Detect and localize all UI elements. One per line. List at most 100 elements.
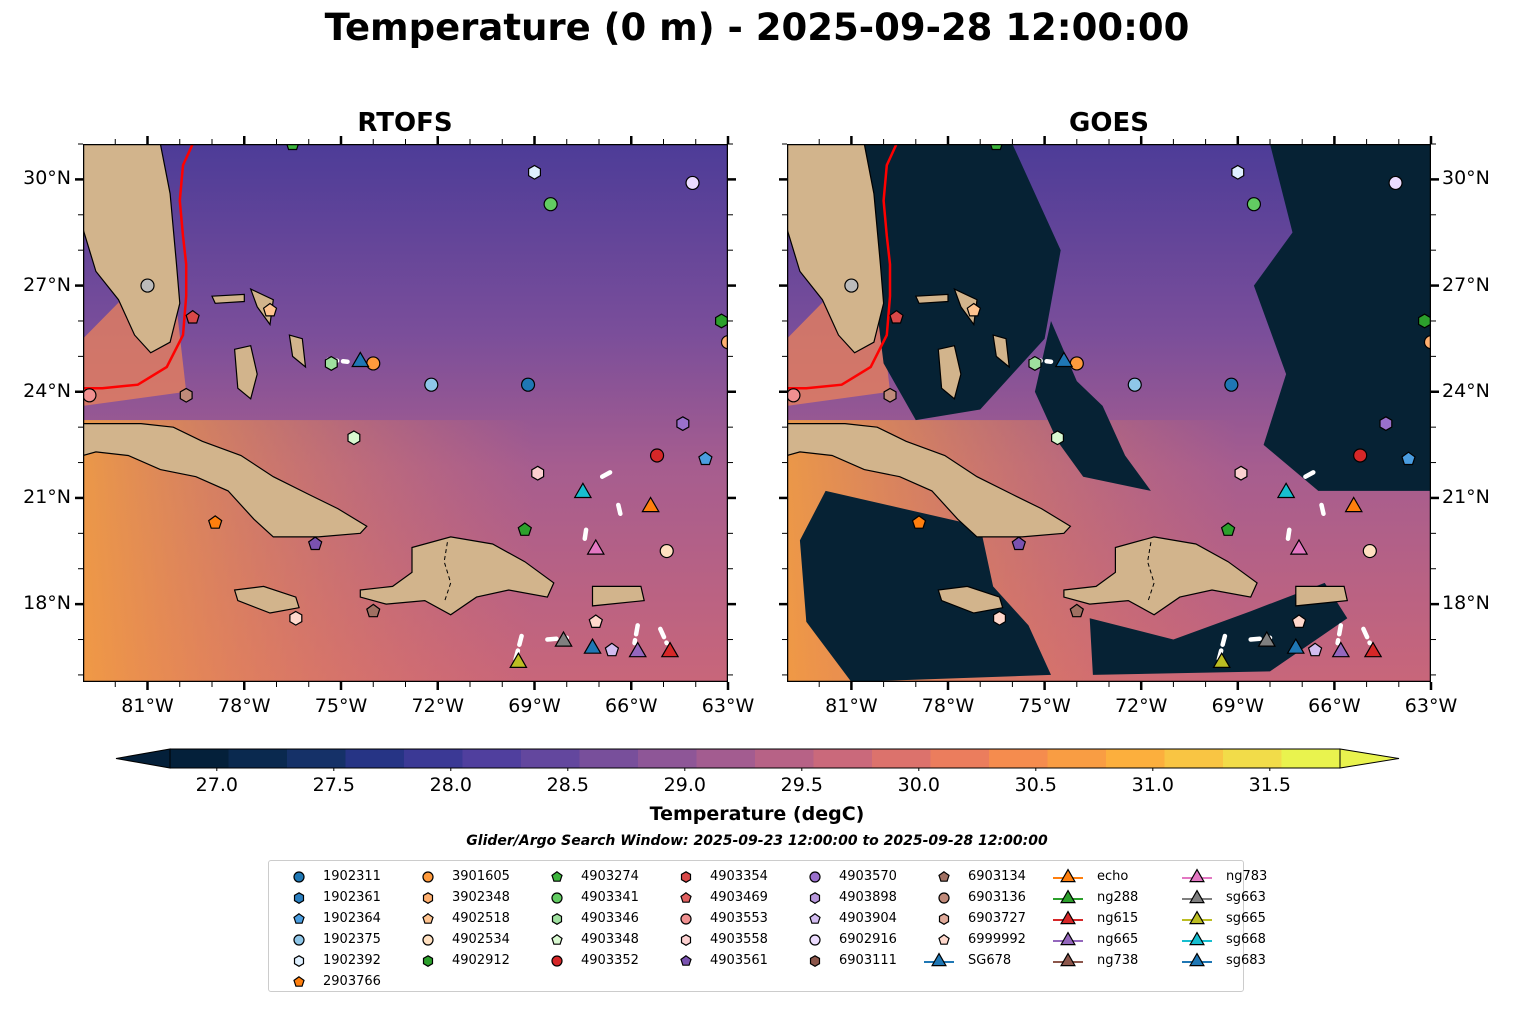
glider-marker xyxy=(641,496,660,513)
colorbar-tick-label: 29.5 xyxy=(780,774,823,796)
legend-label: 4903570 xyxy=(839,869,897,884)
legend-label: 4903561 xyxy=(710,953,768,968)
colorbar-tick-label: 27.0 xyxy=(195,774,238,796)
cloud-mask-region xyxy=(1253,144,1431,491)
colorbar-bin xyxy=(696,749,756,768)
legend-marker-icon xyxy=(551,871,563,882)
legend-glider-symbol xyxy=(931,952,947,967)
longitude-tick-label: 69°W xyxy=(508,695,561,717)
argo-float-marker xyxy=(1231,164,1245,180)
glider-track xyxy=(1285,527,1292,543)
legend-marker-icon xyxy=(422,871,434,883)
legend-marker-icon xyxy=(551,934,563,945)
legend-marker-icon xyxy=(1182,931,1212,946)
argo-float-marker xyxy=(1011,536,1027,551)
legend-label: 4903354 xyxy=(710,869,768,884)
legend-label: 6903136 xyxy=(968,890,1026,905)
legend-marker-icon xyxy=(680,871,692,883)
glider-marker xyxy=(1276,482,1296,499)
legend-float-symbol xyxy=(422,913,434,924)
legend-marker-icon xyxy=(422,892,434,904)
glider-marker xyxy=(1257,630,1276,647)
legend-label: 4903469 xyxy=(710,890,768,905)
longitude-tick-label: 75°W xyxy=(1018,695,1071,717)
land-polygon xyxy=(1063,536,1258,616)
legend-float-symbol xyxy=(551,892,563,904)
latitude-tick-label: 18°N xyxy=(1442,592,1490,615)
argo-float-marker xyxy=(714,313,728,329)
legend-marker-icon xyxy=(551,913,563,925)
colorbar-bin xyxy=(170,749,229,768)
colorbar-bin xyxy=(930,749,990,768)
land-polygon xyxy=(288,334,307,369)
colorbar-tick-label: 31.0 xyxy=(1131,774,1174,796)
land-polygon xyxy=(937,585,1004,614)
argo-float-marker xyxy=(604,642,620,657)
legend-marker-icon xyxy=(680,913,692,925)
argo-float-marker xyxy=(1291,614,1307,628)
legend-float-symbol xyxy=(422,871,434,883)
longitude-tick-label: 69°W xyxy=(1211,695,1265,717)
longitude-tick-label: 63°W xyxy=(701,695,755,717)
land-polygon xyxy=(83,423,368,538)
argo-float-marker xyxy=(787,388,801,403)
argo-float-marker xyxy=(1234,465,1248,481)
colorbar-bin xyxy=(228,749,288,768)
legend-marker-icon xyxy=(1182,889,1212,904)
legend-marker-icon xyxy=(680,934,692,946)
legend-label: 6999992 xyxy=(968,932,1026,947)
legend-label: 4903348 xyxy=(581,932,639,947)
figure-title: Temperature (0 m) - 2025-09-28 12:00:00 xyxy=(324,6,1190,49)
land-polygon xyxy=(1295,585,1349,607)
argo-float-marker xyxy=(966,302,982,317)
latitude-tick-label: 30°N xyxy=(1442,167,1490,190)
glider-marker xyxy=(1289,538,1309,555)
legend-marker-icon xyxy=(1053,889,1083,904)
argo-float-marker xyxy=(307,536,323,551)
legend-marker-icon xyxy=(1053,910,1083,925)
argo-float-marker xyxy=(659,543,674,559)
legend-label: ng665 xyxy=(1097,932,1139,947)
latitude-tick-label: 24°N xyxy=(1442,379,1490,402)
latitude-tick-label: 21°N xyxy=(23,485,71,508)
colorbar-bin xyxy=(989,749,1048,768)
legend-float-symbol xyxy=(293,871,305,883)
argo-float-marker xyxy=(698,451,713,466)
map-frame xyxy=(787,144,1431,682)
legend-label: 4903274 xyxy=(581,869,639,884)
legend-marker-icon xyxy=(1182,868,1212,883)
colorbar-label: Temperature (degC) xyxy=(649,803,865,825)
land-polygon xyxy=(83,144,181,354)
glider-marker xyxy=(1054,351,1074,368)
legend-marker-icon xyxy=(293,955,305,967)
cloud-mask-region xyxy=(1089,582,1348,675)
colorbar-bin xyxy=(462,749,522,768)
glider-track xyxy=(658,626,669,646)
legend-label: 4902534 xyxy=(452,932,510,947)
legend: 1902311 1902361 1902364 1902375 1902392 29037… xyxy=(268,860,1267,992)
land-polygon xyxy=(359,536,555,616)
glider-track xyxy=(1319,502,1327,522)
longitude-tick-label: 66°W xyxy=(1308,695,1361,717)
argo-float-marker xyxy=(649,448,665,463)
legend-label: 4903346 xyxy=(581,911,639,926)
colorbar xyxy=(115,748,1400,771)
legend-label: echo xyxy=(1097,869,1129,884)
rtofs-map xyxy=(83,144,728,682)
legend-marker-icon xyxy=(293,913,305,924)
colorbar-tick-label: 30.5 xyxy=(1014,774,1057,796)
argo-float-marker xyxy=(366,356,381,371)
legend-marker-icon xyxy=(422,913,434,924)
argo-float-marker xyxy=(911,515,927,529)
glider-marker xyxy=(628,641,647,658)
glider-marker xyxy=(583,637,602,654)
colorbar-bin xyxy=(1281,749,1341,768)
glider-track xyxy=(1335,623,1344,646)
glider-marker xyxy=(573,482,593,499)
colorbar-tick-label: 28.5 xyxy=(546,774,589,796)
argo-float-marker xyxy=(262,302,278,317)
legend-float-symbol xyxy=(293,955,305,967)
argo-float-marker xyxy=(676,416,690,432)
colorbar-tick-label: 29.0 xyxy=(663,774,706,796)
colorbar-low-extension xyxy=(115,748,171,769)
